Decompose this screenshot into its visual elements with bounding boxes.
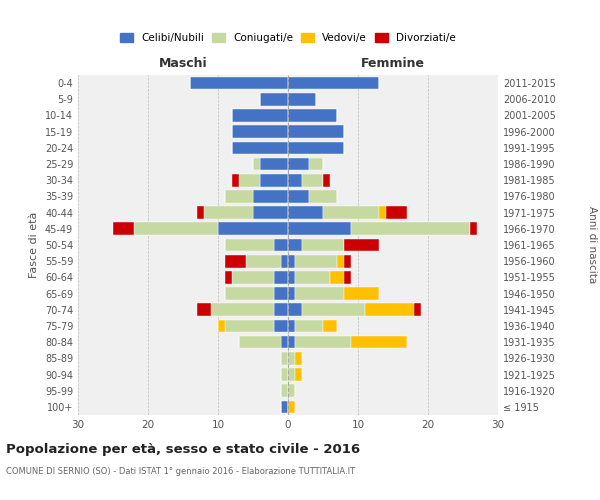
Bar (344, 238, 379, 252)
Bar (281, 255, 288, 268)
Bar (323, 320, 337, 332)
Bar (288, 271, 295, 283)
Text: Maschi: Maschi (158, 57, 208, 70)
Text: Popolazione per età, sesso e stato civile - 2016: Popolazione per età, sesso e stato civil… (6, 442, 360, 456)
Bar (253, 206, 288, 219)
Bar (302, 174, 323, 186)
Bar (337, 255, 344, 268)
Bar (295, 336, 351, 348)
Bar (288, 320, 295, 332)
Bar (288, 238, 302, 252)
Bar (365, 304, 414, 316)
Bar (197, 206, 204, 219)
Text: COMUNE DI SERNIO (SO) - Dati ISTAT 1° gennaio 2016 - Elaborazione TUTTITALIA.IT: COMUNE DI SERNIO (SO) - Dati ISTAT 1° ge… (6, 468, 355, 476)
Bar (288, 400, 295, 413)
Bar (288, 158, 309, 170)
Bar (295, 352, 302, 364)
Bar (309, 190, 337, 202)
Bar (281, 384, 288, 397)
Y-axis label: Fasce di età: Fasce di età (29, 212, 39, 278)
Text: Femmine: Femmine (361, 57, 425, 70)
Bar (344, 271, 351, 283)
Bar (288, 142, 344, 154)
Bar (288, 304, 302, 316)
Bar (379, 206, 386, 219)
Bar (274, 238, 288, 252)
Bar (232, 271, 274, 283)
Bar (288, 368, 295, 381)
Bar (239, 336, 281, 348)
Bar (246, 255, 281, 268)
Bar (288, 255, 295, 268)
Bar (302, 304, 365, 316)
Bar (295, 271, 330, 283)
Bar (295, 368, 302, 381)
Bar (288, 222, 351, 235)
Bar (260, 93, 288, 106)
Bar (204, 206, 253, 219)
Bar (274, 304, 288, 316)
Bar (288, 174, 302, 186)
Bar (260, 158, 288, 170)
Bar (113, 222, 134, 235)
Bar (225, 190, 253, 202)
Text: Anni di nascita: Anni di nascita (587, 206, 597, 284)
Bar (351, 336, 407, 348)
Bar (288, 190, 309, 202)
Bar (232, 174, 239, 186)
Bar (323, 174, 330, 186)
Bar (239, 174, 260, 186)
Bar (281, 368, 288, 381)
Bar (288, 352, 295, 364)
Bar (295, 288, 344, 300)
Bar (134, 222, 218, 235)
Bar (288, 109, 337, 122)
Bar (323, 206, 379, 219)
Bar (281, 400, 288, 413)
Bar (288, 288, 295, 300)
Bar (344, 288, 379, 300)
Bar (232, 142, 288, 154)
Bar (344, 255, 351, 268)
Bar (274, 320, 288, 332)
Bar (288, 77, 379, 90)
Bar (253, 190, 288, 202)
Bar (386, 206, 407, 219)
Bar (414, 304, 421, 316)
Bar (232, 126, 288, 138)
Bar (218, 320, 225, 332)
Bar (225, 271, 232, 283)
Bar (288, 336, 295, 348)
Bar (232, 109, 288, 122)
Bar (190, 77, 288, 90)
Bar (225, 320, 274, 332)
Bar (281, 336, 288, 348)
Bar (225, 238, 274, 252)
Bar (211, 304, 274, 316)
Bar (197, 304, 211, 316)
Bar (302, 238, 344, 252)
Bar (470, 222, 477, 235)
Bar (330, 271, 344, 283)
Bar (260, 174, 288, 186)
Bar (288, 93, 316, 106)
Bar (351, 222, 470, 235)
Bar (218, 222, 288, 235)
Bar (281, 352, 288, 364)
Bar (295, 255, 337, 268)
Bar (309, 158, 323, 170)
Bar (274, 288, 288, 300)
Bar (288, 206, 323, 219)
Bar (288, 126, 344, 138)
Bar (274, 271, 288, 283)
Legend: Celibi/Nubili, Coniugati/e, Vedovi/e, Divorziati/e: Celibi/Nubili, Coniugati/e, Vedovi/e, Di… (120, 32, 456, 43)
Bar (225, 288, 274, 300)
Bar (295, 320, 323, 332)
Bar (253, 158, 260, 170)
Bar (288, 384, 295, 397)
Bar (225, 255, 246, 268)
